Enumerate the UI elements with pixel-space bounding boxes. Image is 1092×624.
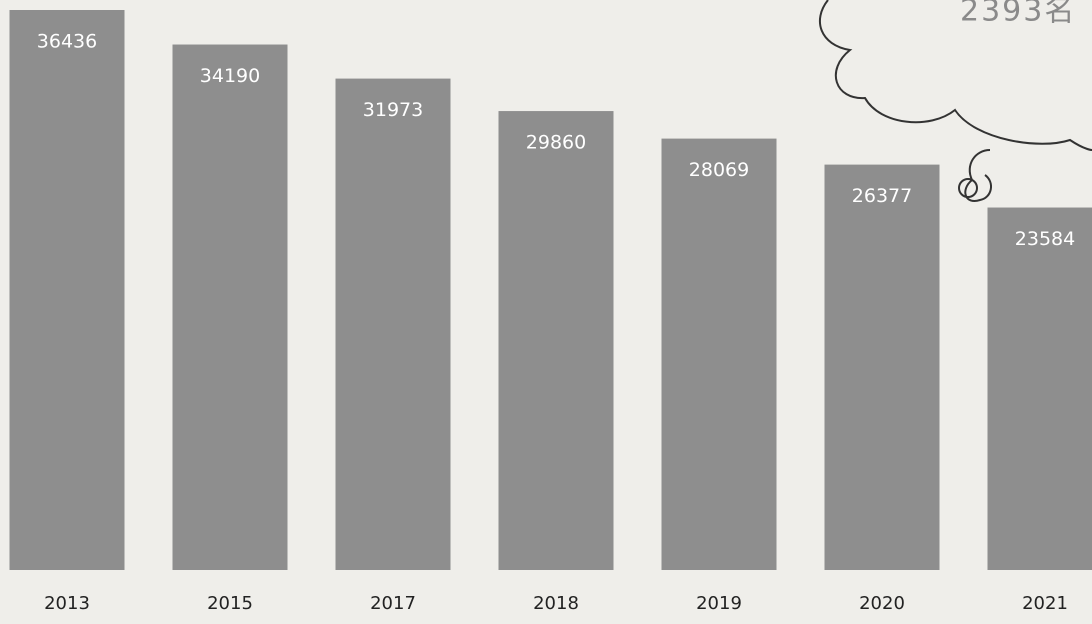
bar — [824, 164, 940, 570]
value-label: 28069 — [689, 159, 749, 181]
x-tick-label: 2019 — [696, 593, 742, 614]
value-label: 23584 — [1015, 228, 1075, 250]
bar — [335, 78, 451, 571]
value-label: 29860 — [526, 132, 586, 154]
bar — [9, 10, 125, 570]
x-tick-label: 2015 — [207, 593, 253, 614]
value-label: 31973 — [363, 99, 423, 121]
bar — [498, 111, 614, 570]
value-label: 26377 — [852, 185, 912, 207]
x-tick-label: 2021 — [1022, 593, 1068, 614]
value-label: 36436 — [37, 31, 97, 53]
bar — [172, 44, 288, 570]
x-tick-label: 2020 — [859, 593, 905, 614]
value-label: 34190 — [200, 65, 260, 87]
bar — [661, 138, 777, 571]
annotation: 2393名 — [960, 0, 1076, 29]
thought-cloud — [819, 0, 1092, 202]
x-tick-label: 2017 — [370, 593, 416, 614]
x-tick-label: 2018 — [533, 593, 579, 614]
x-tick-label: 2013 — [44, 593, 90, 614]
bar — [987, 207, 1092, 571]
